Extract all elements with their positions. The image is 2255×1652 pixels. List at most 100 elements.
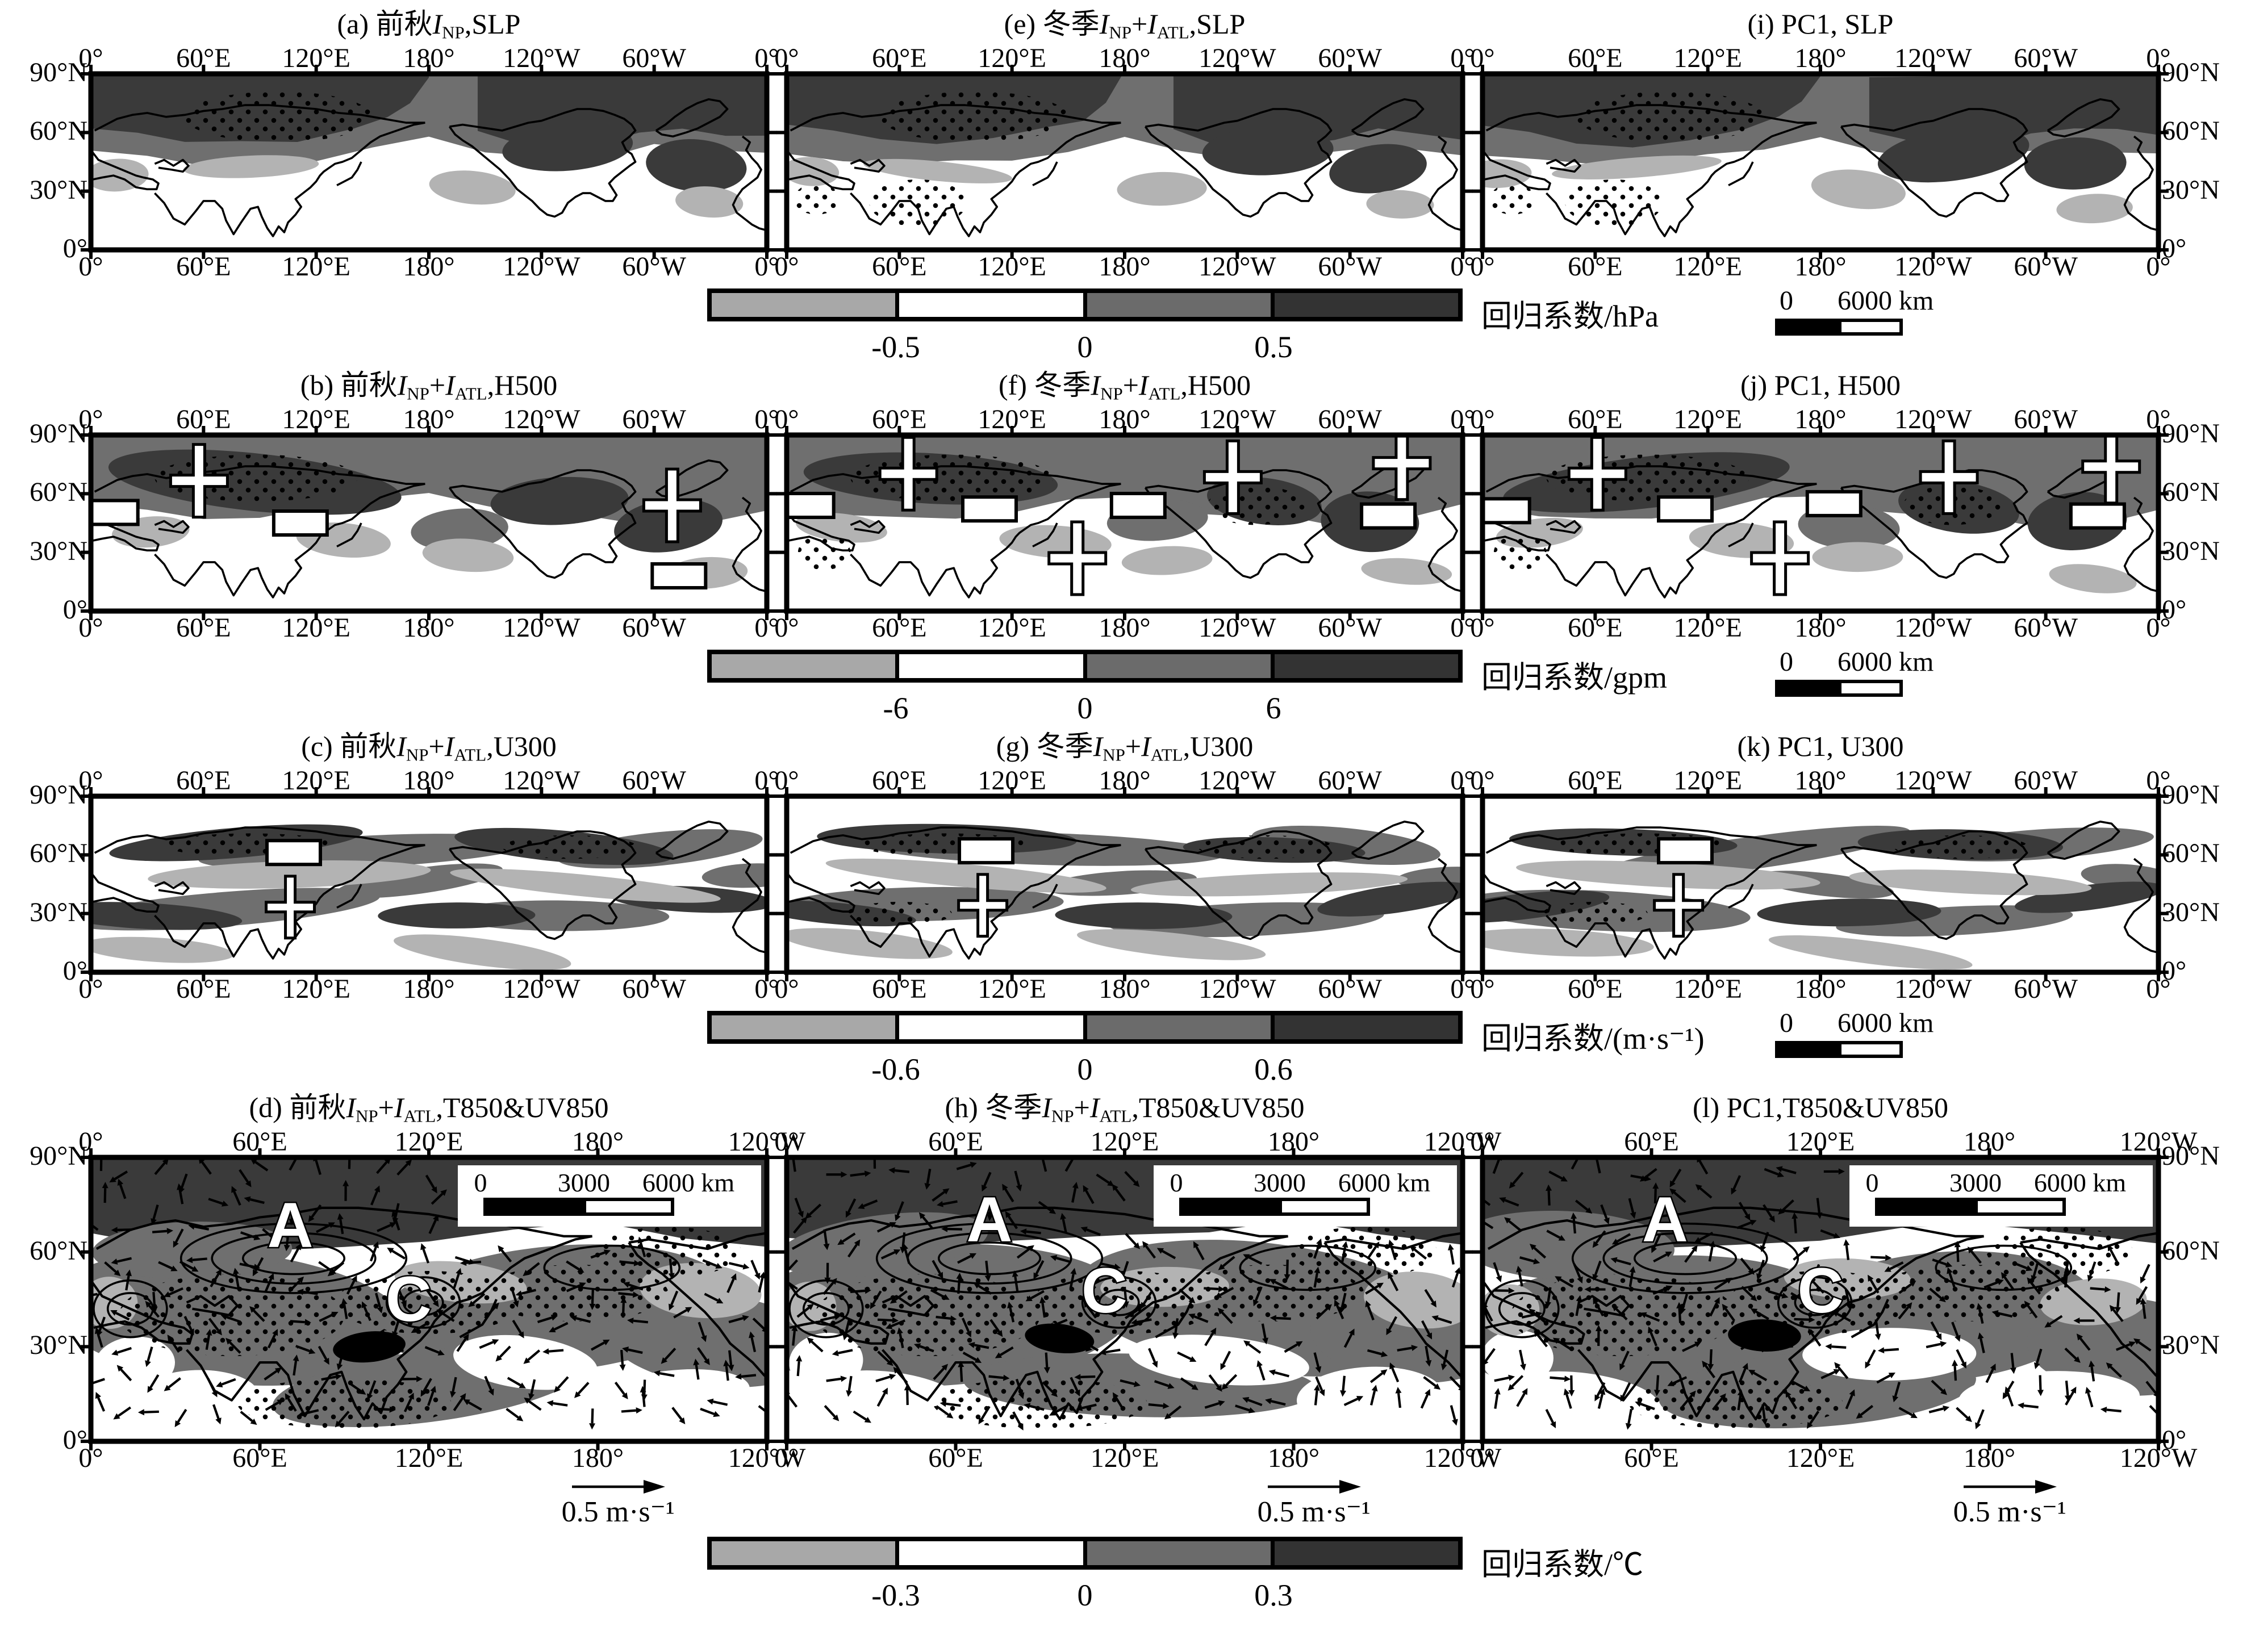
x-tick-label: 180° [403,43,455,73]
y-axis-labels-right: 90°N 60°N 30°N 0° [2158,1089,2249,1473]
title-segment: NP [1103,745,1125,765]
legend-row-slp: -0.5 0 0.5 回归系数/hPa 0 6000 km [0,282,2255,367]
x-tick-label: 120°W [1199,43,1276,73]
y-axis-labels-right: 90°N 60°N 30°N 0° [2158,6,2249,282]
x-tick-label: 60°W [1318,613,1382,643]
vector-scale-arrow [1268,1480,1362,1494]
colorbar-tick-label: -0.6 [871,1052,920,1086]
title-segment: ATL [454,383,487,404]
title-segment: ATL [1156,22,1189,43]
x-tick-label: 180° [1794,613,1847,643]
inset-scalebar-label: 0 [1866,1168,1879,1197]
x-tick-label: 0° [754,766,779,796]
y-axis-labels-left: 90°N 60°N 30°N 0° [0,367,91,643]
minus-marker [265,839,322,867]
title-segment: (g) 冬季 [996,730,1093,762]
x-axis-top-h: 0° 60°E 120°E 180° 120°W [774,1126,1501,1157]
x-tick-label: 60°E [928,1127,983,1157]
x-tick-label: 0° [1470,974,1495,1004]
y-tick-label: 60°N [30,116,87,147]
x-tick-label: 0° [774,404,799,434]
x-tick-label: 0° [78,43,103,73]
map-panel-g: (g) 冬季INP+IATL,U300 0° 60°E 120°E 180° 120°W 6… [774,728,1475,1004]
y-tick-label: 90°N [2162,419,2220,449]
x-tick-label: 60°W [1318,766,1382,796]
map-e [776,65,1473,259]
x-tick-label: 0° [78,613,103,643]
x-tick-label: 120°W [503,613,581,643]
y-axis-labels-right: 90°N 60°N 30°N 0° [2158,728,2249,1004]
x-tick-label: 60°E [176,766,231,796]
colorbar-segment [1270,1015,1458,1039]
map-art [787,796,1463,972]
map-border [784,432,1465,614]
x-tick-label: 60°E [872,252,927,282]
title-segment: + [428,730,445,762]
colorbar-tick-label: 0.5 [1254,330,1293,364]
map-panel-a: (a) 前秋INP,SLP 0° 60°E 120°E 180° 120°W 60°W 0° 0… [78,6,779,282]
x-tick-label: 60°E [176,613,231,643]
panel-title-d: (d) 前秋INP+IATL,T850&UV850 [91,1089,767,1126]
y-tick-label: 30°N [30,174,87,205]
x-tick-label: 120°E [1673,613,1742,643]
scalebar-white-segment [1841,1044,1899,1055]
x-tick-label: 0° [1450,43,1475,73]
x-tick-label: 60°E [928,1443,983,1473]
title-segment: ,T850&UV850 [1131,1091,1305,1123]
title-segment: ATL [1099,1106,1132,1126]
inset-scalebar-label: 0 [474,1168,487,1197]
y-tick-label: 90°N [30,57,87,87]
x-tick-label: 60°E [1568,404,1623,434]
map-k [1472,787,2169,981]
vector-scale-label: 0.5 m·s⁻¹ [1953,1496,2066,1528]
x-tick-label: 120°W [728,1443,806,1473]
minus-marker [1483,497,1531,525]
x-tick-label: 120°E [978,974,1046,1004]
minus-marker [1657,837,1714,865]
title-segment: I [397,369,407,401]
map-border [784,71,1465,253]
vector-legend-strip: 0.5 m·s⁻¹ 0.5 m·s⁻¹ 0.5 m·s⁻¹ [0,1473,2255,1530]
x-tick-label: 0° [2146,43,2171,73]
distance-scalebar: 0 6000 km [1769,646,2008,697]
title-segment: NP [1051,1106,1074,1126]
y-tick-label: 90°N [30,419,87,449]
map-border [88,71,770,253]
title-segment: I [394,1091,404,1123]
x-tick-label: 0° [1470,1127,1495,1157]
scalebar-zero-label: 0 [1780,647,1793,677]
x-tick-label: 120°E [1673,43,1742,73]
x-axis-top-a: 0° 60°E 120°E 180° 120°W 60°W 0° [78,42,779,74]
title-segment: I [445,369,455,401]
title-segment: I [444,730,454,762]
map-border [1480,793,2161,975]
x-tick-label: 60°W [1318,43,1382,73]
title-segment: (e) 冬季 [1004,8,1100,40]
distance-scalebar: 0 6000 km [1769,285,2008,336]
title-segment: + [1131,8,1148,40]
panel-row-slp: 90°N 60°N 30°N 0° (a) 前秋INP,SLP 0° 60°E 120°E 18… [0,6,2255,282]
y-tick-label: 60°N [2162,1235,2220,1266]
y-tick-label: 60°N [30,477,87,508]
map-art [91,435,767,611]
colorbar-segment [895,1015,1083,1039]
figure: 90°N 60°N 30°N 0° (a) 前秋INP,SLP 0° 60°E 120°E 18… [0,6,2255,1612]
y-tick-label: 0° [2162,595,2187,625]
x-tick-label: 120°E [282,974,350,1004]
title-segment: (f) 冬季 [998,369,1091,401]
y-axis-labels-left: 90°N 60°N 30°N 0° [0,6,91,282]
x-tick-label: 180° [1794,404,1847,434]
y-tick-label: 60°N [30,838,87,869]
minus-marker [961,495,1018,523]
x-tick-label: 60°W [622,404,686,434]
x-tick-label: 0° [774,766,799,796]
x-tick-label: 0° [2146,404,2171,434]
panel-row-t850: 90°N 60°N 30°N 0° (d) 前秋INP+IATL,T850&UV850 0… [0,1089,2255,1473]
colorbar-segment [1270,293,1458,317]
y-tick-label: 0° [2162,233,2187,264]
title-segment: NP [406,745,429,765]
x-tick-label: 180° [1963,1127,2016,1157]
title-segment: NP [1109,22,1131,43]
y-tick-label: 60°N [2162,477,2220,508]
x-tick-label: 180° [1099,974,1151,1004]
